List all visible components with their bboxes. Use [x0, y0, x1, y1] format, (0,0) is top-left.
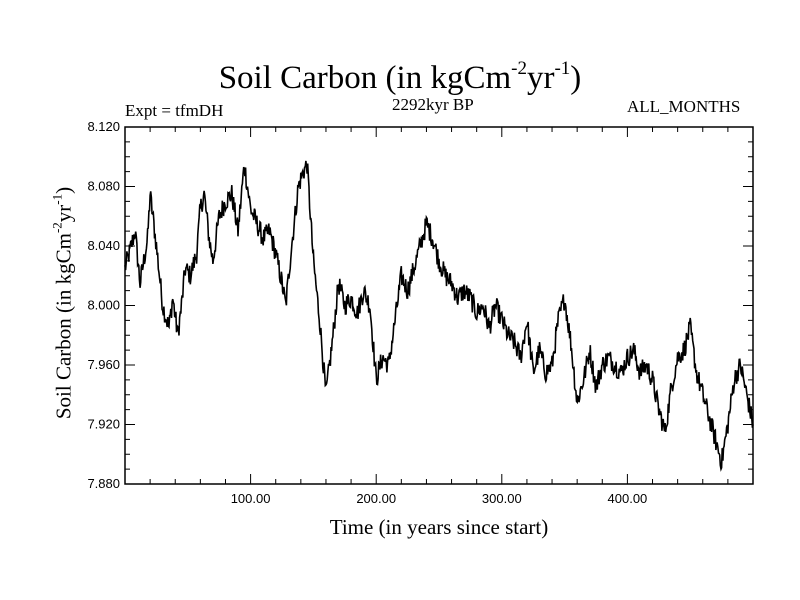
y-tick-label: 7.920 — [87, 417, 120, 432]
y-tick-label: 8.080 — [87, 179, 120, 194]
chart-subtitle: 2292kyr BP — [392, 95, 474, 114]
experiment-label: Expt = tfmDH — [125, 101, 224, 120]
y-tick-label: 8.000 — [87, 298, 120, 313]
x-tick-label: 200.00 — [356, 491, 396, 506]
tick-label-layer: 100.00 200.00 300.00 400.00 7.880 7.920 7.960 8… — [87, 119, 647, 506]
chart-title: Soil Carbon (in kgCm-2yr-1) — [218, 58, 582, 96]
x-tick-label: 300.00 — [482, 491, 522, 506]
series-line-soil-carbon — [124, 160, 754, 472]
series-layer — [124, 160, 754, 472]
y-tick-label: 7.960 — [87, 357, 120, 372]
x-tick-label: 100.00 — [231, 491, 271, 506]
y-tick-label: 7.880 — [87, 476, 120, 491]
y-tick-label: 8.040 — [87, 238, 120, 253]
x-tick-label: 400.00 — [608, 491, 648, 506]
months-label: ALL_MONTHS — [627, 97, 741, 116]
y-tick-label: 8.120 — [87, 119, 120, 134]
x-axis-label: Time (in years since start) — [329, 515, 549, 539]
tick-layer — [125, 126, 753, 485]
plot-frame — [124, 126, 754, 485]
